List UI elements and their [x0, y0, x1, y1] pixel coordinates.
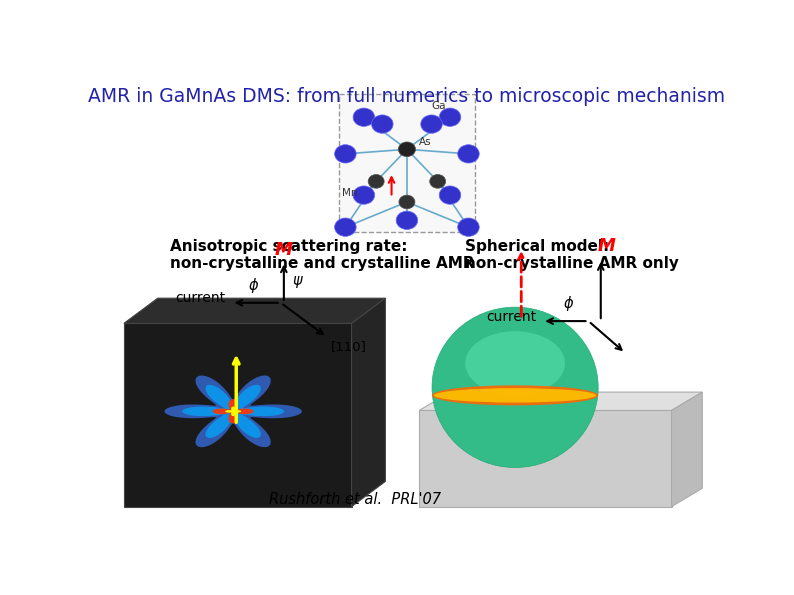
- Text: [110]: [110]: [331, 340, 367, 353]
- Text: AMR in GaMnAs DMS: from full numerics to microscopic mechanism: AMR in GaMnAs DMS: from full numerics to…: [88, 87, 726, 107]
- Text: M: M: [275, 241, 293, 259]
- Ellipse shape: [396, 211, 418, 230]
- Ellipse shape: [457, 218, 480, 236]
- Polygon shape: [419, 411, 672, 507]
- Polygon shape: [213, 399, 253, 424]
- Text: Spherical model:
non-crystalline AMR only: Spherical model: non-crystalline AMR onl…: [465, 239, 679, 271]
- Ellipse shape: [432, 386, 598, 405]
- Polygon shape: [225, 406, 241, 416]
- Polygon shape: [182, 385, 284, 438]
- Ellipse shape: [334, 218, 357, 236]
- Text: As: As: [419, 137, 432, 148]
- Text: Ga: Ga: [432, 101, 446, 111]
- Text: Mn: Mn: [342, 188, 358, 198]
- Ellipse shape: [457, 145, 480, 163]
- Ellipse shape: [432, 307, 598, 468]
- Ellipse shape: [353, 186, 375, 204]
- Ellipse shape: [434, 388, 596, 403]
- Polygon shape: [124, 324, 352, 507]
- Polygon shape: [124, 298, 385, 324]
- Polygon shape: [352, 298, 385, 507]
- Ellipse shape: [421, 115, 442, 133]
- Ellipse shape: [372, 115, 393, 133]
- Polygon shape: [419, 392, 702, 411]
- Polygon shape: [164, 375, 302, 447]
- Ellipse shape: [334, 145, 357, 163]
- Ellipse shape: [439, 108, 461, 126]
- Bar: [339, 94, 475, 231]
- Text: $\phi$: $\phi$: [563, 294, 574, 313]
- Text: Rushforth et al.  PRL'07: Rushforth et al. PRL'07: [268, 492, 441, 508]
- Ellipse shape: [399, 142, 415, 156]
- Ellipse shape: [368, 174, 384, 188]
- Ellipse shape: [353, 108, 375, 126]
- Ellipse shape: [399, 195, 415, 209]
- Text: current: current: [486, 309, 536, 324]
- Text: M: M: [598, 237, 616, 255]
- Text: Anisotropic scattering rate:
non-crystalline and crystalline AMR: Anisotropic scattering rate: non-crystal…: [170, 239, 475, 271]
- Ellipse shape: [430, 174, 445, 188]
- Ellipse shape: [439, 186, 461, 204]
- Ellipse shape: [465, 331, 565, 395]
- Text: $\psi$: $\psi$: [292, 274, 304, 290]
- Polygon shape: [672, 392, 702, 507]
- Text: $\phi$: $\phi$: [248, 275, 259, 295]
- Text: current: current: [175, 291, 225, 305]
